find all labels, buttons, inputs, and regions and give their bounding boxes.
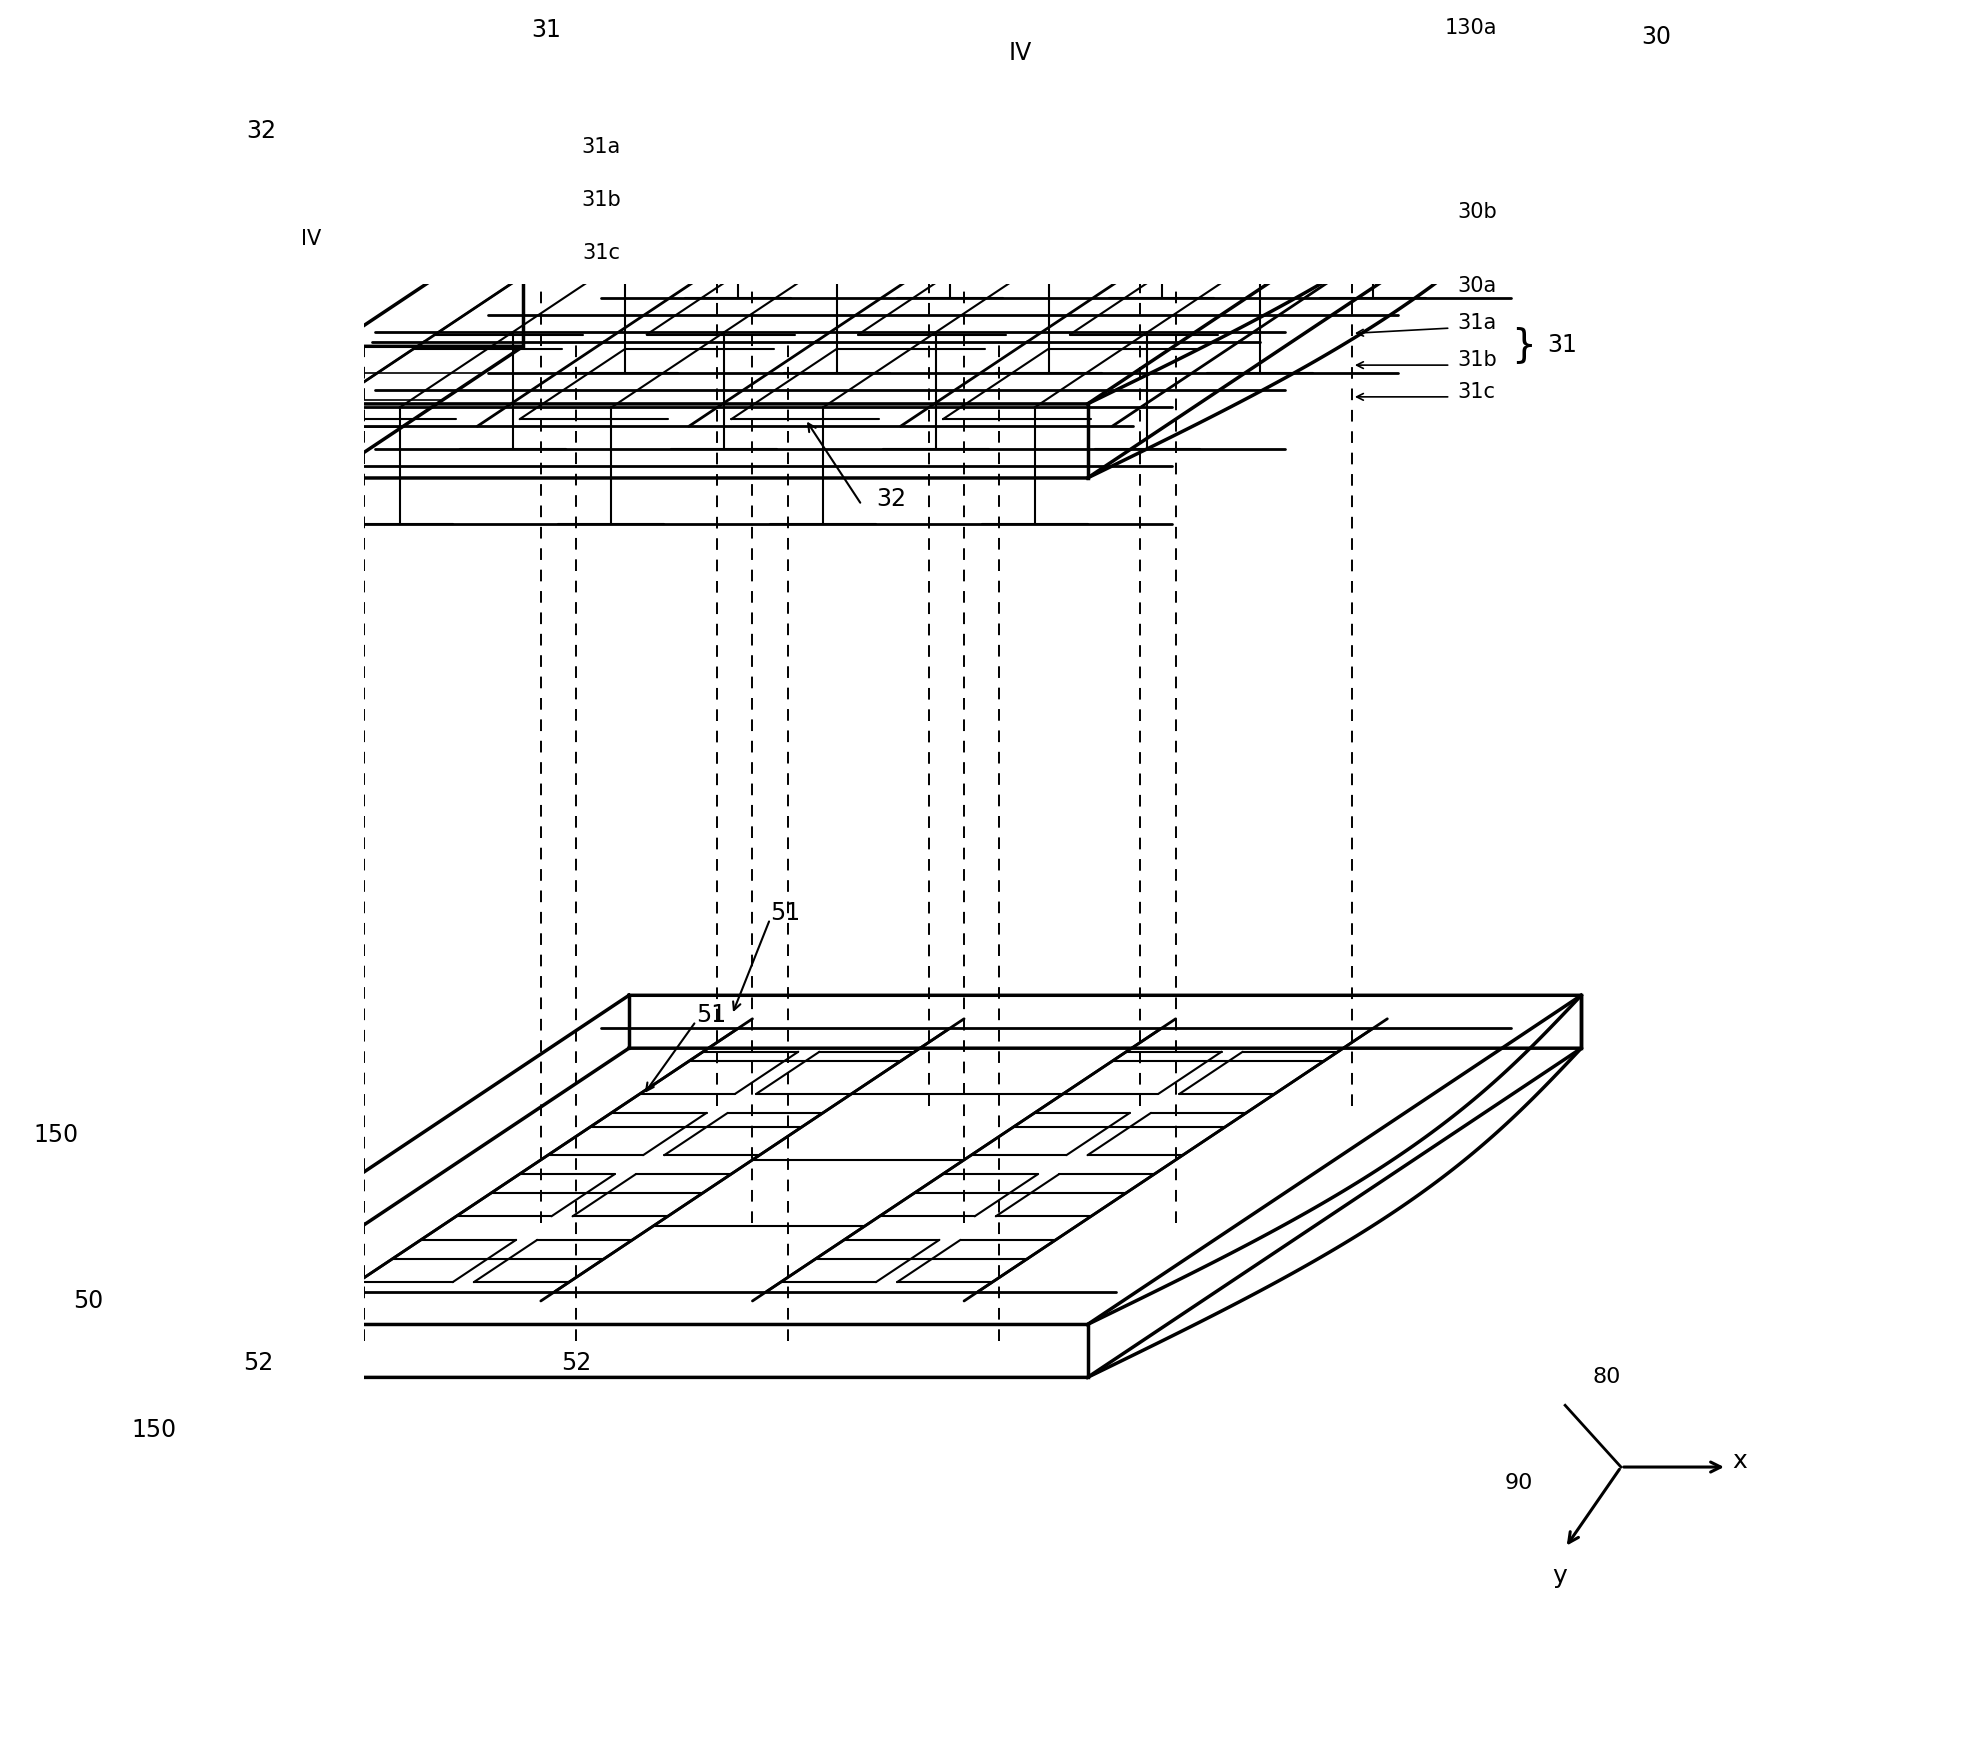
- Text: 80: 80: [1592, 1367, 1621, 1386]
- Text: 30: 30: [1641, 25, 1671, 49]
- Text: 32: 32: [246, 119, 275, 142]
- Text: B: B: [394, 0, 412, 4]
- Text: 90: 90: [1504, 1472, 1532, 1492]
- Text: 31: 31: [531, 18, 561, 42]
- Text: 31a: 31a: [581, 137, 620, 156]
- Text: 52: 52: [244, 1350, 274, 1374]
- Text: }: }: [1510, 326, 1536, 363]
- Text: 51: 51: [771, 900, 801, 925]
- Text: 150: 150: [34, 1123, 77, 1146]
- Text: 31: 31: [1548, 333, 1578, 356]
- Text: y: y: [1552, 1562, 1566, 1587]
- Text: 150: 150: [131, 1418, 176, 1441]
- Text: 50: 50: [73, 1288, 103, 1313]
- Text: 31a: 31a: [1459, 312, 1496, 333]
- Text: 30a: 30a: [1459, 276, 1496, 297]
- Text: 51: 51: [696, 1002, 725, 1027]
- Text: IV: IV: [1009, 40, 1033, 65]
- Text: 32: 32: [876, 486, 906, 511]
- Text: IV: IV: [301, 230, 321, 249]
- Text: 31c: 31c: [583, 242, 620, 263]
- Text: 130a: 130a: [1445, 18, 1496, 39]
- Text: 31b: 31b: [581, 190, 620, 211]
- Text: 31b: 31b: [1459, 349, 1498, 370]
- Text: 52: 52: [561, 1350, 591, 1374]
- Text: 30b: 30b: [1459, 202, 1498, 221]
- Text: 31c: 31c: [1459, 381, 1496, 402]
- Text: x: x: [1732, 1448, 1748, 1472]
